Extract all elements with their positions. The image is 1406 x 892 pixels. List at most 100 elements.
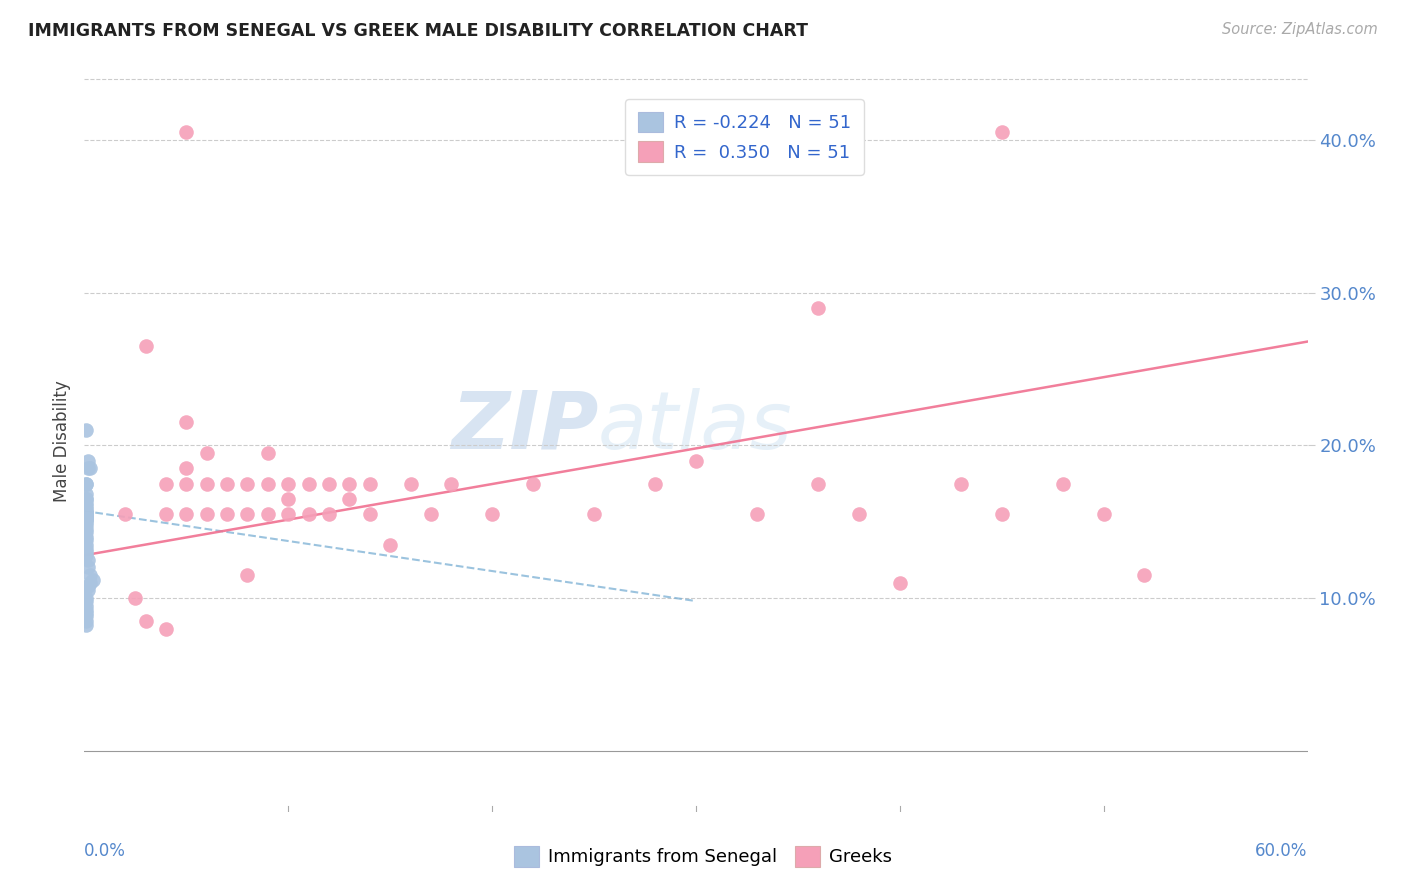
Point xyxy=(75,511,97,525)
Point xyxy=(77,461,100,475)
Point xyxy=(217,476,239,491)
Point xyxy=(950,476,973,491)
Point xyxy=(75,502,97,516)
Point xyxy=(644,476,666,491)
Point xyxy=(174,461,197,475)
Point xyxy=(277,507,299,521)
Point xyxy=(75,603,97,617)
Point xyxy=(174,476,197,491)
Point xyxy=(75,545,97,559)
Point xyxy=(174,507,197,521)
Point xyxy=(195,446,218,460)
Point xyxy=(135,339,157,353)
Point xyxy=(79,461,101,475)
Point xyxy=(420,507,443,521)
Point xyxy=(75,506,97,520)
Point xyxy=(318,476,340,491)
Point xyxy=(75,506,97,520)
Text: ZIP: ZIP xyxy=(451,388,598,466)
Point xyxy=(75,507,97,521)
Point xyxy=(75,607,97,621)
Point xyxy=(75,507,97,521)
Point xyxy=(991,125,1014,139)
Point xyxy=(75,423,97,437)
Point xyxy=(1133,568,1156,582)
Text: 60.0%: 60.0% xyxy=(1256,842,1308,860)
Point xyxy=(75,491,97,506)
Y-axis label: Male Disability: Male Disability xyxy=(53,381,72,502)
Point xyxy=(75,513,97,527)
Point xyxy=(75,476,97,491)
Legend: R = -0.224   N = 51, R =  0.350   N = 51: R = -0.224 N = 51, R = 0.350 N = 51 xyxy=(626,99,865,175)
Point xyxy=(75,533,97,547)
Point xyxy=(75,609,97,624)
Point xyxy=(236,476,259,491)
Point xyxy=(75,525,97,540)
Point xyxy=(1052,476,1074,491)
Point xyxy=(155,507,177,521)
Point xyxy=(77,560,100,574)
Point xyxy=(807,476,830,491)
Text: atlas: atlas xyxy=(598,388,793,466)
Point xyxy=(75,507,97,521)
Point xyxy=(217,507,239,521)
Point xyxy=(889,575,911,590)
Point xyxy=(318,507,340,521)
Point xyxy=(75,515,97,529)
Point xyxy=(75,508,97,523)
Point xyxy=(236,568,259,582)
Point xyxy=(339,491,361,506)
Point xyxy=(236,507,259,521)
Point xyxy=(77,453,100,467)
Point xyxy=(1092,507,1115,521)
Point xyxy=(75,591,97,605)
Point xyxy=(75,522,97,536)
Point xyxy=(77,553,100,567)
Point xyxy=(257,476,280,491)
Point xyxy=(75,510,97,524)
Point xyxy=(75,476,97,491)
Point xyxy=(359,507,381,521)
Point xyxy=(77,583,100,598)
Point xyxy=(75,507,97,521)
Point xyxy=(75,542,97,557)
Point xyxy=(75,507,97,521)
Point xyxy=(82,573,104,587)
Point xyxy=(155,476,177,491)
Legend: Immigrants from Senegal, Greeks: Immigrants from Senegal, Greeks xyxy=(506,838,900,874)
Point xyxy=(380,538,402,552)
Point xyxy=(75,530,97,544)
Point xyxy=(75,487,97,501)
Point xyxy=(298,507,321,521)
Point xyxy=(481,507,503,521)
Point xyxy=(747,507,769,521)
Point xyxy=(75,614,97,628)
Point xyxy=(75,618,97,632)
Point xyxy=(440,476,463,491)
Point xyxy=(359,476,381,491)
Point xyxy=(195,507,218,521)
Point xyxy=(79,568,101,582)
Point xyxy=(75,491,97,506)
Point xyxy=(75,507,97,521)
Point xyxy=(174,125,197,139)
Point xyxy=(257,507,280,521)
Point xyxy=(807,301,830,315)
Point xyxy=(298,476,321,491)
Point xyxy=(277,476,299,491)
Text: IMMIGRANTS FROM SENEGAL VS GREEK MALE DISABILITY CORRELATION CHART: IMMIGRANTS FROM SENEGAL VS GREEK MALE DI… xyxy=(28,22,808,40)
Point xyxy=(174,416,197,430)
Point xyxy=(75,500,97,514)
Point xyxy=(399,476,422,491)
Point xyxy=(75,496,97,510)
Point xyxy=(339,476,361,491)
Point xyxy=(583,507,606,521)
Point xyxy=(79,575,101,590)
Point xyxy=(195,476,218,491)
Point xyxy=(277,491,299,506)
Point xyxy=(522,476,544,491)
Text: 0.0%: 0.0% xyxy=(84,842,127,860)
Point xyxy=(75,538,97,552)
Point xyxy=(77,579,100,593)
Point xyxy=(75,594,97,608)
